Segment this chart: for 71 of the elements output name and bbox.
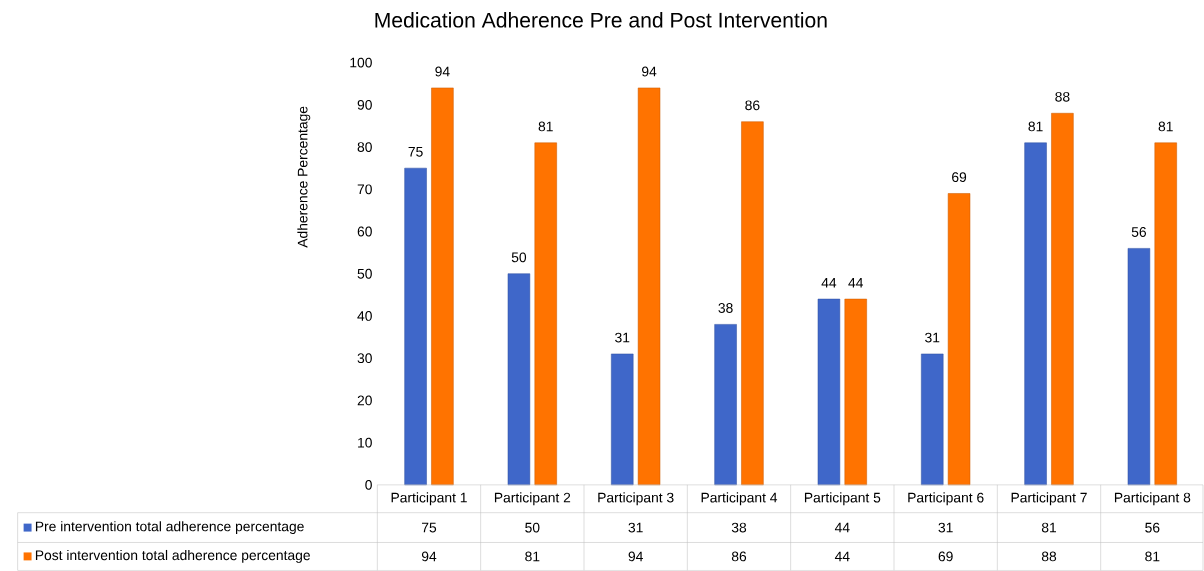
- chart-title: Medication Adherence Pre and Post Intervention: [375, 11, 827, 28]
- y-tick-label: 30: [357, 353, 372, 363]
- annotation: 44: [821, 277, 837, 288]
- x-tick-label: Participant 7: [1011, 492, 1087, 506]
- annotation: 69: [952, 172, 967, 182]
- annotation: 81: [1158, 121, 1173, 132]
- data-label: 81: [1041, 522, 1057, 533]
- data-label: 88: [1041, 551, 1057, 562]
- bar: [844, 298, 867, 485]
- y-tick-label: 0: [365, 479, 372, 490]
- bar: [921, 353, 944, 485]
- annotation: 31: [615, 332, 630, 343]
- data-label: 38: [731, 522, 747, 533]
- bar: [534, 142, 557, 485]
- data-label: 81: [525, 551, 540, 562]
- annotation: 75: [408, 146, 423, 157]
- annotation: 31: [925, 332, 940, 343]
- y-axis-title: Adherence Percentage: [297, 106, 311, 248]
- x-tick-label: Participant 6: [908, 492, 984, 506]
- bar: [1051, 112, 1074, 485]
- y-tick-label: 10: [358, 437, 372, 448]
- y-tick-label: 100: [350, 57, 372, 68]
- data-label: 94: [421, 551, 437, 562]
- bar: [611, 353, 634, 485]
- bar: [1024, 142, 1047, 485]
- y-tick-label: 60: [357, 226, 372, 237]
- y-tick-label: 50: [357, 268, 372, 279]
- bar: [637, 87, 661, 485]
- data-label: 44: [834, 551, 850, 562]
- x-tick-label: Participant 1: [391, 492, 467, 506]
- x-tick-label: Participant 2: [494, 492, 571, 506]
- bar: [431, 87, 454, 485]
- annotation: 81: [538, 121, 553, 132]
- data-label: 86: [731, 551, 747, 562]
- bar: [1127, 247, 1151, 485]
- annotation: 44: [848, 277, 864, 288]
- x-tick-label: Participant 4: [701, 492, 778, 506]
- annotation: 38: [718, 302, 733, 313]
- y-tick-label: 90: [357, 99, 372, 110]
- bar: [947, 193, 971, 485]
- data-label: 94: [628, 551, 643, 562]
- legend-label: Post intervention total adherence percentage: [35, 549, 310, 563]
- bar: [714, 323, 737, 485]
- annotation: 56: [1131, 226, 1147, 237]
- y-tick-label: 20: [357, 395, 372, 406]
- annotation: 81: [1028, 121, 1043, 132]
- y-tick-label: 80: [357, 141, 372, 152]
- bar: [1154, 142, 1177, 485]
- x-tick-label: Participant 5: [804, 492, 881, 506]
- data-label: 75: [422, 522, 437, 533]
- y-tick-label: 70: [357, 184, 372, 195]
- annotation: 50: [511, 252, 527, 263]
- x-tick-label: Participant 8: [1114, 492, 1191, 506]
- data-label: 56: [1145, 522, 1160, 533]
- bar: [404, 167, 427, 485]
- data-label: 44: [834, 522, 850, 533]
- annotation: 86: [745, 100, 760, 111]
- data-label: 50: [525, 522, 540, 533]
- annotation: 94: [642, 66, 657, 77]
- bar: [817, 298, 841, 485]
- annotation: 88: [1055, 91, 1070, 102]
- data-label: 31: [628, 522, 643, 533]
- data-label: 31: [938, 522, 953, 533]
- data-label: 69: [938, 551, 953, 562]
- bar: [741, 121, 764, 485]
- legend-label: Pre intervention total adherence percentage: [35, 520, 304, 534]
- bar: [507, 273, 531, 485]
- y-tick-label: 40: [357, 310, 372, 321]
- data-label: 81: [1145, 551, 1160, 562]
- annotation: 94: [435, 66, 450, 77]
- x-tick-label: Participant 3: [598, 492, 674, 506]
